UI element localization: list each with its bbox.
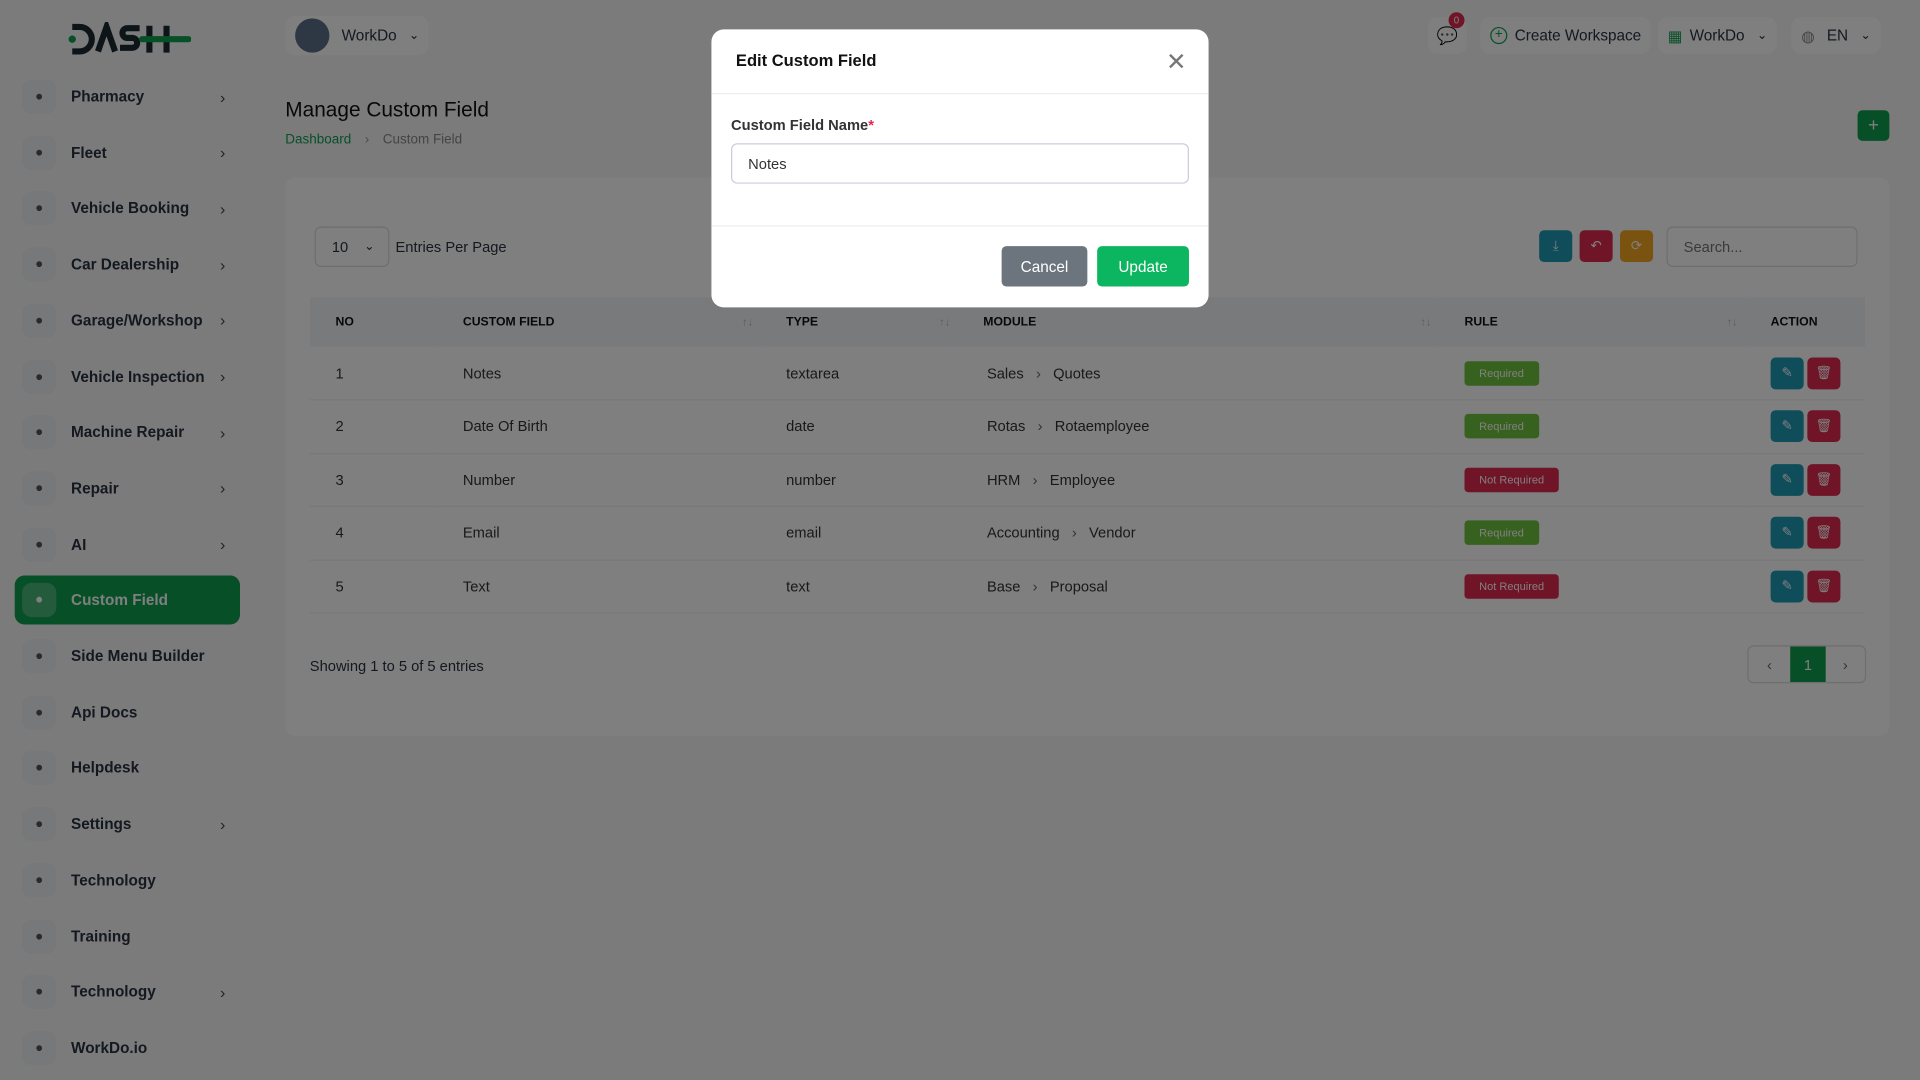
modal-title: Edit Custom Field	[735, 51, 877, 70]
close-icon[interactable]: ✕	[1166, 48, 1187, 76]
custom-field-name-input[interactable]	[731, 143, 1189, 184]
update-button[interactable]: Update	[1097, 246, 1189, 287]
edit-custom-field-modal: Edit Custom Field ✕ Custom Field Name* C…	[711, 29, 1209, 308]
cancel-button[interactable]: Cancel	[1001, 246, 1088, 287]
field-label: Custom Field Name*	[731, 116, 874, 134]
